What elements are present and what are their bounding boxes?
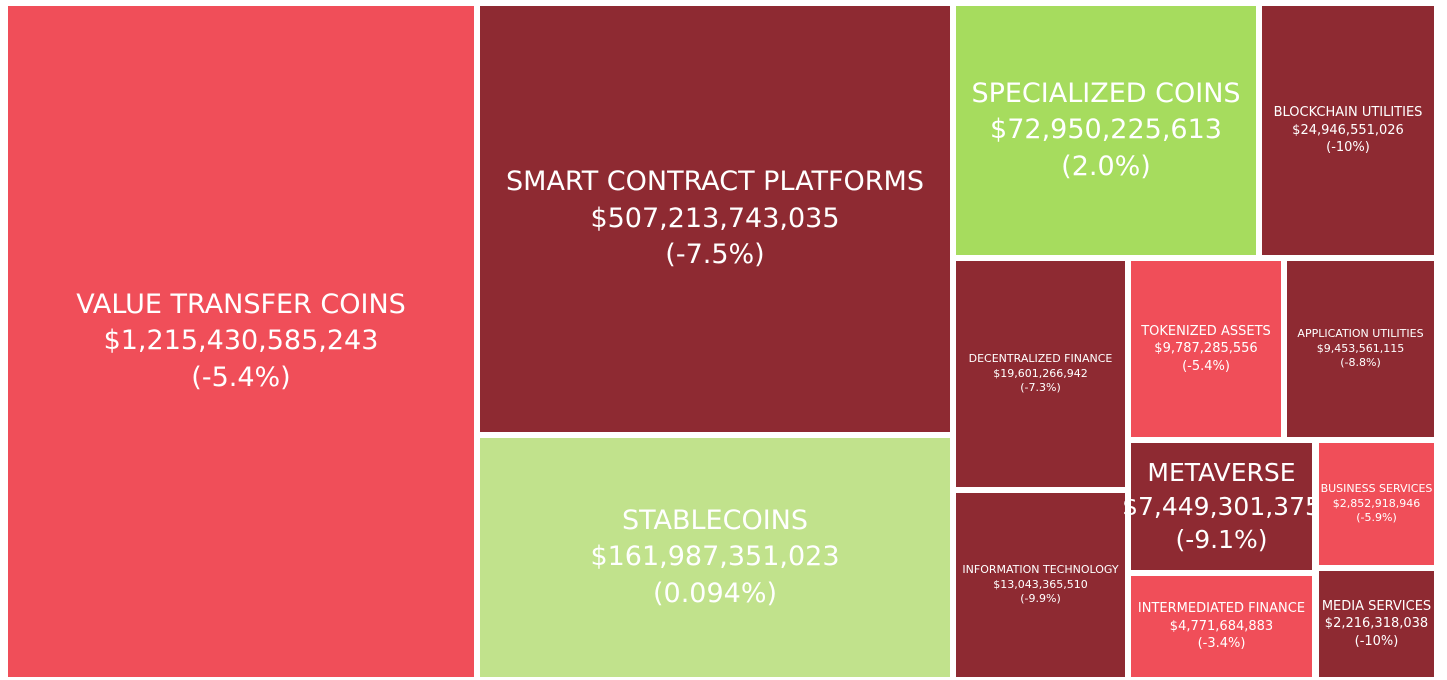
- tile[interactable]: INFORMATION TECHNOLOGY $13,043,365,510 (-9…: [956, 493, 1125, 677]
- tile-value: $24,946,551,026: [1292, 122, 1404, 138]
- tile[interactable]: BUSINESS SERVICES $2,852,918,946 (-5.9%): [1319, 443, 1434, 565]
- tile[interactable]: DECENTRALIZED FINANCE $19,601,266,942 (-7.…: [956, 261, 1125, 487]
- tile[interactable]: SMART CONTRACT PLATFORMS $507,213,743,035…: [480, 6, 950, 432]
- tile-name: BUSINESS SERVICES: [1320, 481, 1433, 495]
- tile-value: $7,449,301,375: [1122, 491, 1321, 521]
- tile-value: $161,987,351,023: [590, 541, 840, 573]
- tile-name: APPLICATION UTILITIES: [1297, 326, 1424, 340]
- tile-value: $72,950,225,613: [990, 114, 1222, 146]
- tile-name: BLOCKCHAIN UTILITIES: [1273, 105, 1423, 121]
- tile[interactable]: BLOCKCHAIN UTILITIES $24,946,551,026 (-10%…: [1262, 6, 1434, 255]
- tile-name: VALUE TRANSFER COINS: [76, 288, 406, 320]
- tile-change: (-7.3%): [1020, 381, 1061, 395]
- tile-value: $2,216,318,038: [1324, 616, 1429, 632]
- tile-name: MEDIA SERVICES: [1321, 598, 1432, 614]
- tile[interactable]: VALUE TRANSFER COINS $1,215,430,585,243 (-…: [8, 6, 474, 677]
- tile-change: (-10%): [1326, 140, 1370, 156]
- tile-name: DECENTRALIZED FINANCE: [968, 351, 1113, 365]
- tile-name: SMART CONTRACT PLATFORMS: [506, 166, 924, 198]
- tile[interactable]: SPECIALIZED COINS $72,950,225,613 (2.0%): [956, 6, 1256, 255]
- tile-change: (-5.9%): [1356, 511, 1397, 525]
- tile[interactable]: INTERMEDIATED FINANCE $4,771,684,883 (-3.4…: [1131, 576, 1312, 677]
- tile-change: (-10%): [1354, 633, 1399, 649]
- tile-value: $2,852,918,946: [1332, 496, 1421, 510]
- tile-name: TOKENIZED ASSETS: [1141, 323, 1271, 339]
- tile-name: SPECIALIZED COINS: [971, 77, 1241, 109]
- tile-value: $19,601,266,942: [993, 366, 1088, 380]
- tile-name: INFORMATION TECHNOLOGY: [962, 562, 1119, 576]
- tile-change: (-9.9%): [1020, 592, 1061, 606]
- tile-name: STABLECOINS: [621, 504, 809, 536]
- tile-change: (-7.5%): [665, 239, 765, 271]
- tile-value: $1,215,430,585,243: [103, 325, 379, 357]
- tile-change: (-3.4%): [1197, 636, 1246, 652]
- tile[interactable]: APPLICATION UTILITIES $9,453,561,115 (-8.8…: [1287, 261, 1434, 437]
- tile-value: $507,213,743,035: [590, 202, 840, 234]
- tile[interactable]: MEDIA SERVICES $2,216,318,038 (-10%): [1319, 571, 1434, 677]
- tile-change: (-8.8%): [1340, 356, 1381, 370]
- tile[interactable]: STABLECOINS $161,987,351,023 (0.094%): [480, 438, 950, 677]
- tile-value: $4,771,684,883: [1169, 618, 1274, 634]
- tile-change: (0.094%): [652, 577, 778, 609]
- tile-change: (-5.4%): [1182, 358, 1230, 374]
- tile[interactable]: TOKENIZED ASSETS $9,787,285,556 (-5.4%): [1131, 261, 1281, 437]
- tile-change: (-5.4%): [191, 361, 291, 393]
- tile-change: (2.0%): [1061, 150, 1151, 182]
- tile-name: METAVERSE: [1147, 457, 1296, 487]
- tile-value: $9,787,285,556: [1154, 341, 1258, 357]
- tile[interactable]: METAVERSE $7,449,301,375 (-9.1%): [1122, 443, 1321, 570]
- tile-change: (-9.1%): [1175, 525, 1268, 555]
- tile-value: $13,043,365,510: [993, 577, 1088, 591]
- tile-value: $9,453,561,115: [1316, 341, 1405, 355]
- tile-name: INTERMEDIATED FINANCE: [1137, 601, 1306, 617]
